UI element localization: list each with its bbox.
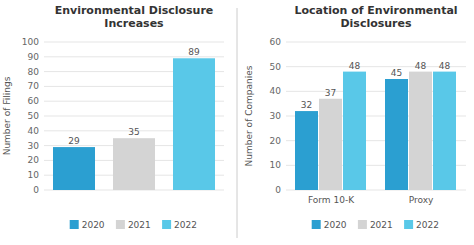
title-line: Increases <box>104 17 164 30</box>
figure: Environmental DisclosureIncreases Number … <box>0 0 474 245</box>
data-label: 48 <box>439 61 451 71</box>
y-tick-label: 90 <box>28 52 40 62</box>
legend-swatch <box>162 220 171 229</box>
legend-label: 2022 <box>416 220 439 230</box>
y-axis-label: Number of Filings <box>2 76 12 155</box>
bar <box>53 147 95 190</box>
legend: 2020 2021 2022 <box>70 220 197 230</box>
y-tick-label: 0 <box>33 185 39 195</box>
legend-label: 2021 <box>128 220 151 230</box>
y-tick-label: 70 <box>28 81 40 91</box>
divider <box>237 8 238 238</box>
data-label: 35 <box>128 127 139 137</box>
grid-line <box>286 42 466 43</box>
bar <box>319 99 342 190</box>
legend-label: 2021 <box>370 220 393 230</box>
y-tick-label: 20 <box>28 155 40 165</box>
legend-swatch <box>116 220 125 229</box>
title-line: Disclosures <box>340 17 412 30</box>
legend-swatch <box>404 220 413 229</box>
bars <box>53 58 215 190</box>
legend-label: 2022 <box>174 220 197 230</box>
legend-label: 2020 <box>82 220 105 230</box>
bar <box>113 138 155 190</box>
y-tick-label: 50 <box>28 111 40 121</box>
data-label: 48 <box>415 61 427 71</box>
data-label: 29 <box>68 136 80 146</box>
title-line: Location of Environmental <box>294 4 457 17</box>
y-tick-label: 40 <box>28 126 40 136</box>
data-label: 32 <box>301 100 312 110</box>
bar <box>295 111 318 190</box>
bar <box>409 72 432 190</box>
legend-swatch <box>70 220 79 229</box>
grid-line <box>44 42 224 43</box>
y-tick-label: 30 <box>28 141 40 151</box>
title-line: Environmental Disclosure <box>55 4 214 17</box>
bars <box>295 72 456 190</box>
chart: Environmental DisclosureIncreases Number … <box>2 4 224 230</box>
y-tick-label: 60 <box>28 96 40 106</box>
data-label: 89 <box>188 47 200 57</box>
title: Environmental DisclosureIncreases <box>55 4 214 30</box>
y-tick-label: 40 <box>270 86 282 96</box>
legend: 2020 2021 2022 <box>312 220 439 230</box>
bar <box>385 79 408 190</box>
legend-swatch <box>358 220 367 229</box>
y-tick-label: 60 <box>270 37 282 47</box>
bar <box>343 72 366 190</box>
y-axis-label: Number of Companies <box>244 65 254 166</box>
x-tick-label: Proxy <box>409 195 434 205</box>
y-tick-label: 0 <box>275 185 281 195</box>
data-label: 48 <box>349 61 361 71</box>
legend-label: 2020 <box>324 220 347 230</box>
y-tick-label: 50 <box>270 62 282 72</box>
data-label: 37 <box>325 88 336 98</box>
data-labels: 32 45 37 48 48 48 <box>301 61 451 110</box>
y-tick-label: 100 <box>22 37 39 47</box>
data-label: 45 <box>391 68 402 78</box>
y-tick-label: 80 <box>28 67 40 77</box>
y-tick-label: 30 <box>270 111 282 121</box>
bar <box>433 72 456 190</box>
y-tick-label: 20 <box>270 136 282 146</box>
bar <box>173 58 215 190</box>
data-labels: 29 35 89 <box>68 47 200 146</box>
y-tick-label: 10 <box>270 160 282 170</box>
x-tick-label: Form 10-K <box>308 195 355 205</box>
y-tick-label: 10 <box>28 170 40 180</box>
title: Location of EnvironmentalDisclosures <box>294 4 457 30</box>
legend-swatch <box>312 220 321 229</box>
chart: Location of EnvironmentalDisclosures Numb… <box>244 4 466 230</box>
